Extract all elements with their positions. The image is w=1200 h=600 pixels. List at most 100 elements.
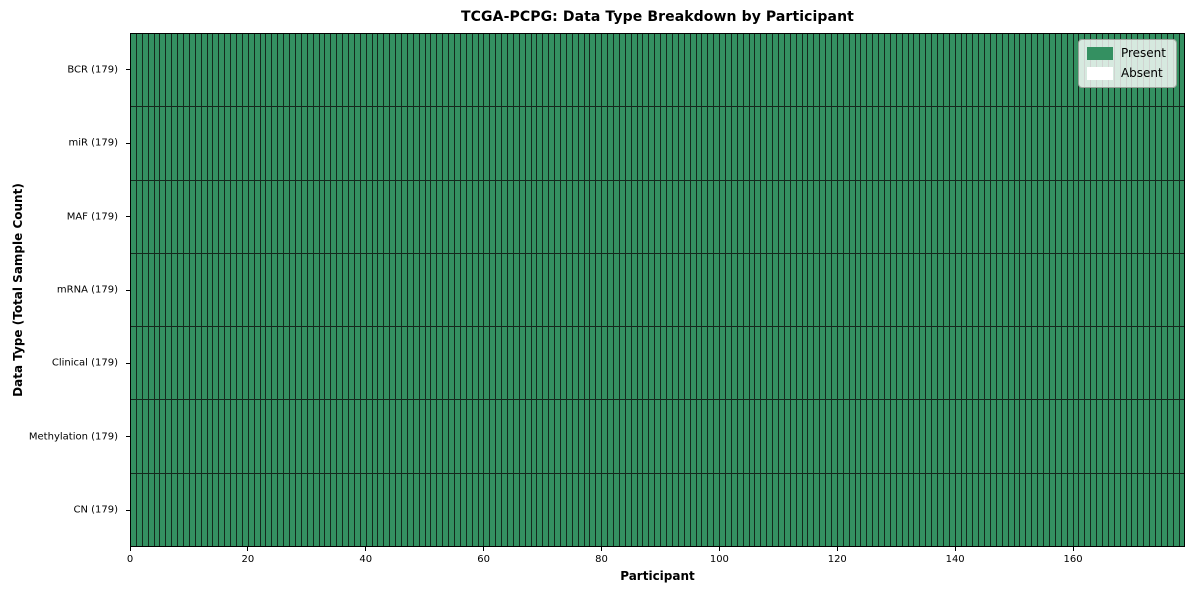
heatmap-cell [720, 400, 726, 473]
heatmap-cell [396, 327, 402, 400]
heatmap-cell [1179, 327, 1185, 400]
heatmap-cell [425, 400, 432, 473]
heatmap-cell [926, 473, 933, 546]
heatmap-cell [1173, 253, 1180, 327]
heatmap-cell [743, 34, 750, 107]
heatmap-cell [242, 400, 249, 473]
heatmap-cell [684, 400, 691, 473]
heatmap-cell [1032, 107, 1039, 180]
heatmap-cell [160, 180, 167, 253]
heatmap-cell [955, 327, 962, 400]
heatmap-cell [873, 180, 880, 253]
heatmap-cell [172, 107, 179, 180]
heatmap-cell [784, 327, 791, 400]
heatmap-cell [943, 327, 950, 400]
heatmap-cell [1108, 107, 1115, 180]
heatmap-cell [1179, 107, 1185, 180]
heatmap-cell [696, 34, 703, 107]
heatmap-cell [849, 107, 856, 180]
heatmap-cell [784, 400, 791, 473]
heatmap-cell [879, 400, 885, 473]
heatmap-cell [973, 180, 980, 253]
heatmap-cell [325, 400, 332, 473]
heatmap-cell [431, 107, 438, 180]
heatmap-cell [360, 107, 367, 180]
heatmap-cell [602, 473, 609, 546]
heatmap-cell [979, 180, 986, 253]
heatmap-cell [949, 180, 956, 253]
heatmap-cell [484, 253, 491, 327]
heatmap-cell [502, 400, 508, 473]
heatmap-cell [755, 180, 762, 253]
heatmap-cell [1032, 180, 1039, 253]
heatmap-cell [396, 400, 402, 473]
heatmap-cell [890, 253, 897, 327]
heatmap-cell [961, 327, 968, 400]
heatmap-cell [131, 253, 137, 327]
heatmap-cell [319, 34, 326, 107]
heatmap-cell [949, 327, 956, 400]
heatmap-cell [720, 34, 726, 107]
heatmap-cell [890, 107, 897, 180]
heatmap-cell [1073, 400, 1080, 473]
heatmap-cell [926, 400, 933, 473]
heatmap-cell [337, 180, 344, 253]
heatmap-cell [938, 107, 944, 180]
heatmap-cell [537, 34, 544, 107]
heatmap-cell [343, 473, 349, 546]
heatmap-cell [555, 253, 562, 327]
heatmap-cell [566, 107, 573, 180]
heatmap-cell [136, 180, 143, 253]
heatmap-cell [602, 253, 609, 327]
heatmap-cell [201, 400, 208, 473]
heatmap-cell [331, 180, 338, 253]
heatmap-cell [1026, 473, 1033, 546]
heatmap-cell [720, 107, 726, 180]
heatmap-cell [1008, 253, 1015, 327]
heatmap-cell [184, 34, 190, 107]
heatmap-cell [466, 107, 473, 180]
heatmap-cell [831, 473, 838, 546]
heatmap-cell [1179, 473, 1185, 546]
heatmap-cell [148, 180, 155, 253]
heatmap-cell [967, 327, 974, 400]
heatmap-cell [837, 34, 844, 107]
heatmap-cell [260, 34, 267, 107]
heatmap-cell [407, 253, 414, 327]
heatmap-cell [602, 180, 609, 253]
heatmap-cell [290, 180, 296, 253]
heatmap-row-cn [131, 473, 1185, 546]
heatmap-cell [890, 473, 897, 546]
heatmap-cell [943, 400, 950, 473]
heatmap-cell [873, 107, 880, 180]
heatmap-cell [348, 180, 355, 253]
heatmap-cell [1067, 253, 1074, 327]
heatmap-cell [284, 34, 291, 107]
heatmap-cell [207, 400, 214, 473]
heatmap-cell [1014, 327, 1021, 400]
heatmap-cell [231, 180, 238, 253]
heatmap-cell [207, 180, 214, 253]
heatmap-cell [1014, 34, 1021, 107]
heatmap-cell [855, 327, 862, 400]
heatmap-cell [873, 327, 880, 400]
heatmap-cell [278, 180, 285, 253]
heatmap-cell [337, 34, 344, 107]
heatmap-cell [1020, 107, 1027, 180]
heatmap-cell [242, 473, 249, 546]
heatmap-cell [1102, 327, 1109, 400]
heatmap-cell [1179, 34, 1185, 107]
heatmap-cell [808, 473, 815, 546]
heatmap-cell [690, 253, 697, 327]
heatmap-cell [843, 34, 850, 107]
heatmap-cell [307, 400, 314, 473]
heatmap-cell [932, 253, 939, 327]
heatmap-cell [1026, 34, 1033, 107]
heatmap-cell [667, 34, 673, 107]
heatmap-cell [1055, 327, 1062, 400]
heatmap-cell [578, 253, 585, 327]
heatmap-cell [131, 473, 137, 546]
heatmap-cell [272, 180, 279, 253]
heatmap-cell [814, 253, 821, 327]
heatmap-cell [625, 107, 632, 180]
